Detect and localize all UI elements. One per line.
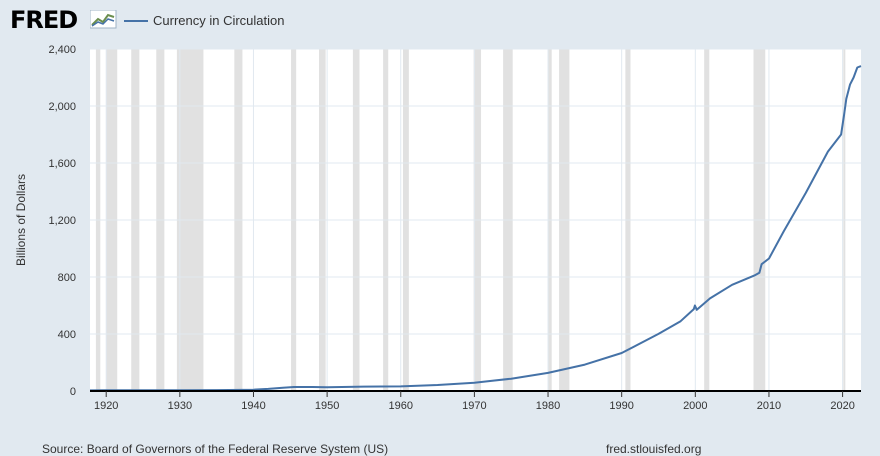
- legend-series-label: Currency in Circulation: [153, 13, 285, 28]
- y-tick-label: 1,200: [48, 215, 76, 227]
- x-tick-label: 2010: [757, 400, 781, 412]
- source-note: Source: Board of Governors of the Federa…: [42, 442, 389, 456]
- x-tick-label: 1940: [241, 400, 265, 412]
- site-link[interactable]: fred.stlouisfed.org: [606, 442, 702, 456]
- y-axis-label: Billions of Dollars: [14, 174, 28, 266]
- y-tick-label: 800: [58, 272, 76, 284]
- chart-header: FRED Currency in Circulation: [10, 6, 710, 36]
- legend-swatch: [124, 20, 148, 22]
- x-tick-label: 1920: [94, 400, 118, 412]
- x-tick-label: 1960: [389, 400, 413, 412]
- y-tick-label: 1,600: [48, 158, 76, 170]
- y-tick-label: 2,400: [48, 44, 76, 56]
- x-tick-label: 1980: [536, 400, 560, 412]
- y-axis-ticks: 0 400 800 1,200 1,600 2,000 2,400: [48, 44, 76, 398]
- y-tick-label: 0: [70, 386, 76, 398]
- y-tick-label: 2,000: [48, 101, 76, 113]
- x-tick-label: 1930: [168, 400, 192, 412]
- line-chart-icon: [90, 10, 117, 29]
- fred-logo[interactable]: FRED: [10, 6, 78, 34]
- x-tick-label: 2020: [830, 400, 854, 412]
- x-tick-label: 1990: [609, 400, 633, 412]
- y-tick-label: 400: [58, 329, 76, 341]
- gridlines: [90, 48, 861, 391]
- x-tick-label: 1970: [462, 400, 486, 412]
- series-line: [89, 65, 862, 392]
- series-layer: [89, 65, 862, 392]
- x-tick-label: 2000: [683, 400, 707, 412]
- x-tick-label: 1950: [315, 400, 339, 412]
- x-axis-ticks: 1920 1930 1940 1950 1960 1970 1980 1990 2000 2010…: [94, 391, 855, 412]
